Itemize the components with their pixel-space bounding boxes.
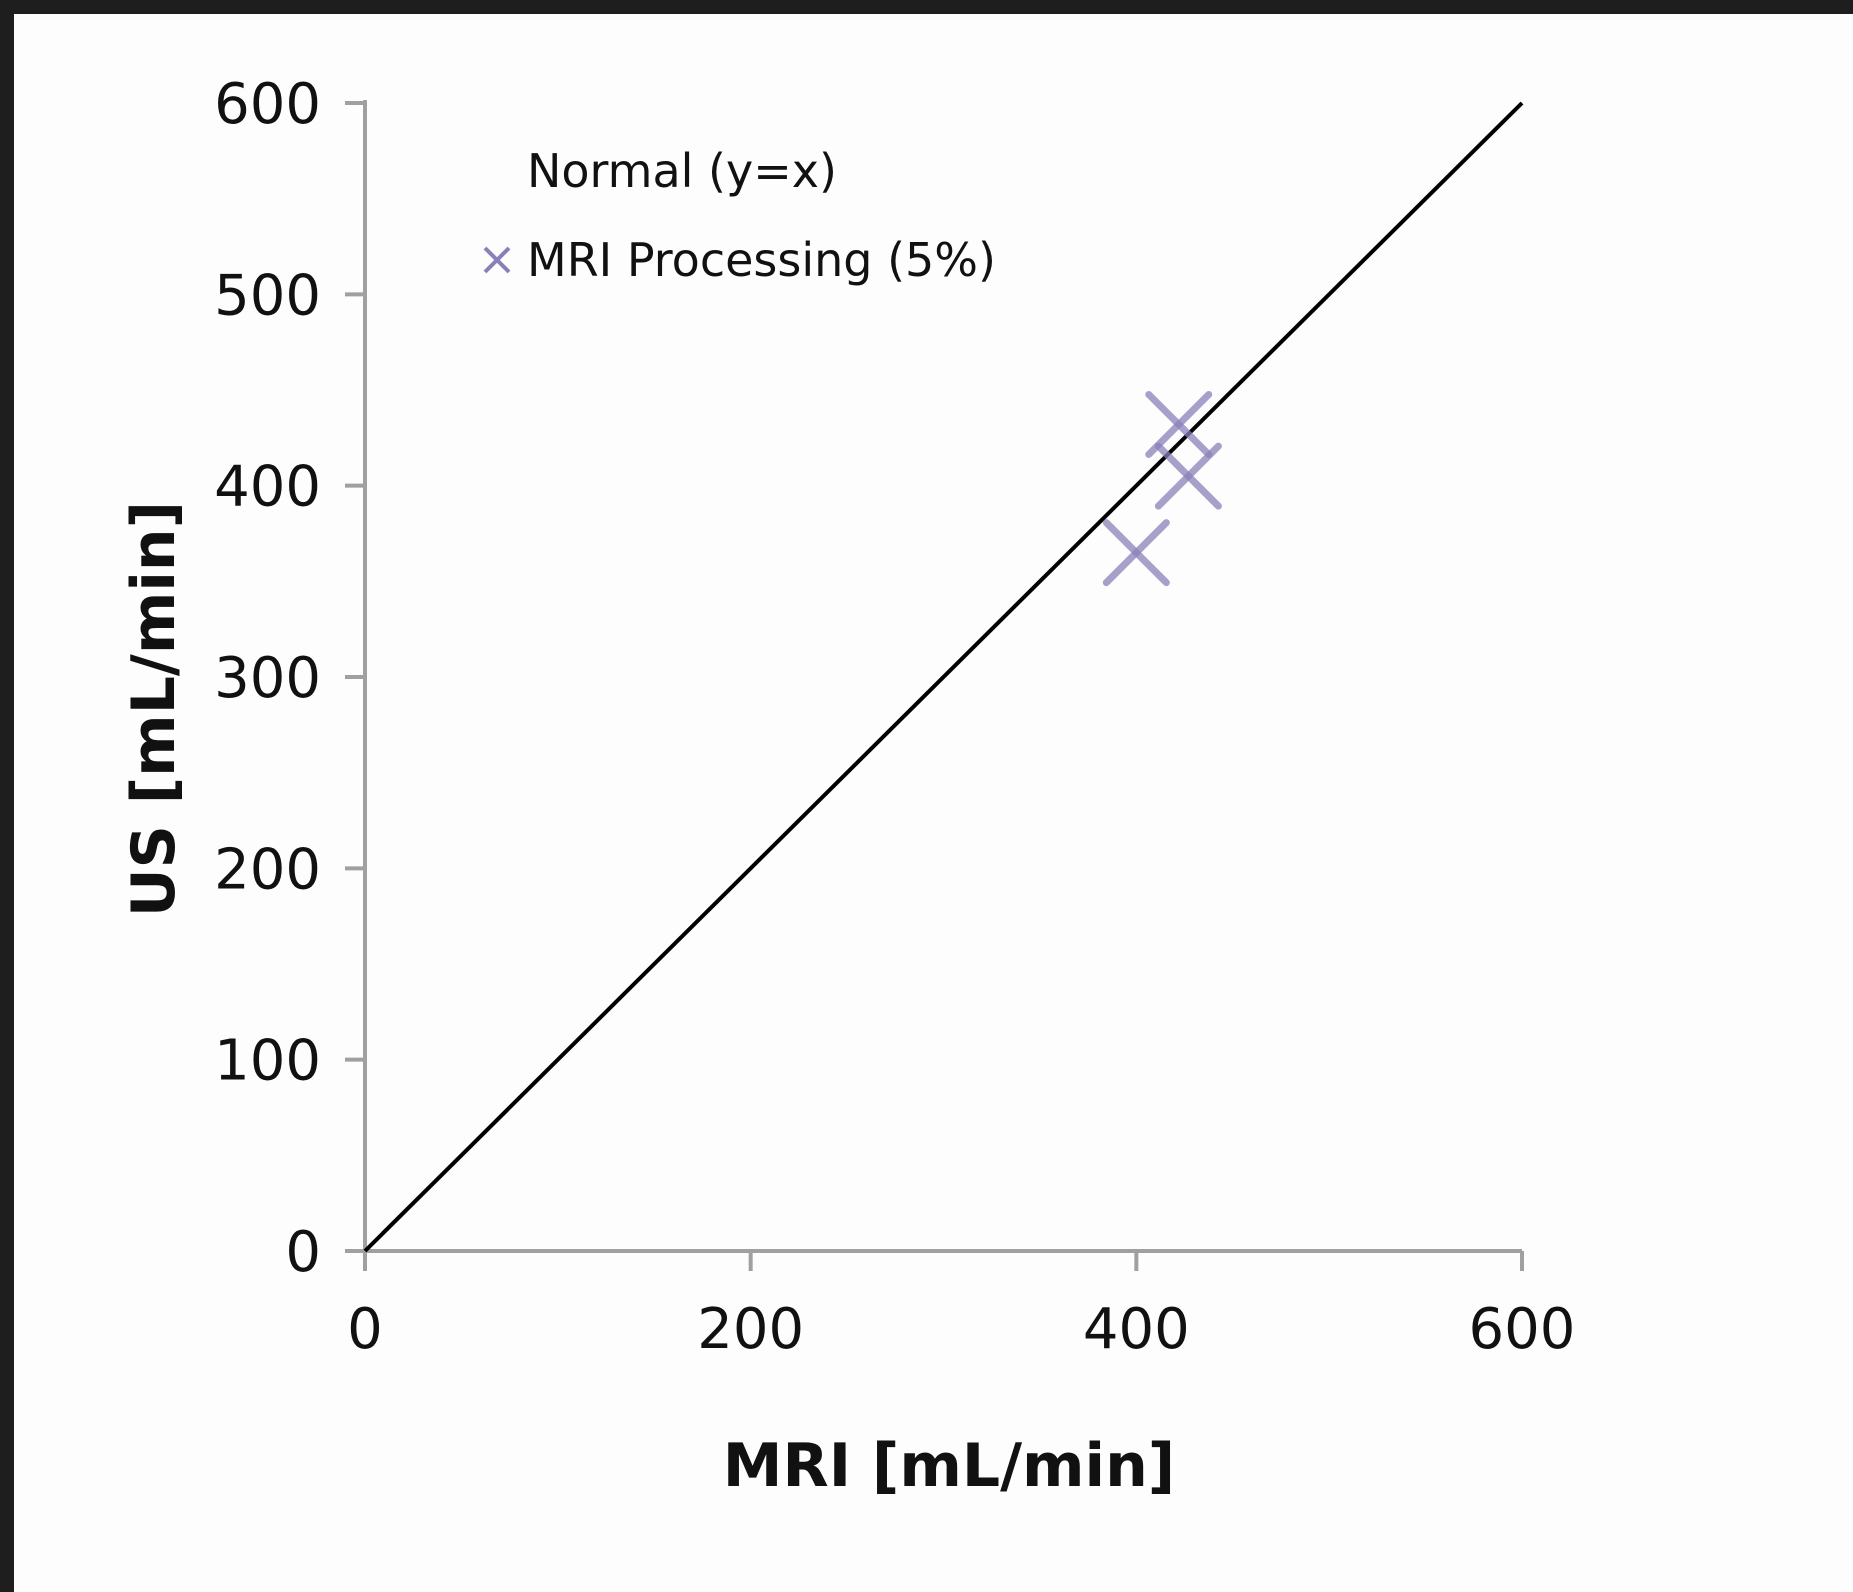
y-tick-label: 500: [214, 263, 321, 328]
data-point: [1154, 442, 1222, 510]
y-tick-label: 100: [214, 1029, 321, 1094]
chart-panel: 0 100 200 300 400 500 600 0 200 400 600 MRI [mL/mi…: [14, 14, 1853, 1592]
legend-label: MRI Processing (5%): [527, 233, 996, 287]
y-tick-label: 400: [214, 455, 321, 520]
chart-legend: Normal (y=x) MRI Processing (5%): [483, 144, 996, 287]
scatter-chart: 0 100 200 300 400 500 600 0 200 400 600 MRI [mL/mi…: [119, 72, 1575, 1501]
legend-label: Normal (y=x): [527, 144, 837, 198]
marker-x-stroke: [1102, 519, 1170, 587]
legend-marker: [483, 246, 511, 274]
x-tick-label: 600: [1469, 1297, 1576, 1362]
legend-x-stroke: [483, 246, 511, 274]
chart-lines: [363, 101, 1524, 1253]
x-tick-label: 400: [1083, 1297, 1190, 1362]
data-point: [1102, 519, 1170, 587]
y-tick-label: 0: [285, 1220, 321, 1285]
identity-line: [363, 101, 1524, 1253]
y-tick-label: 600: [214, 72, 321, 137]
chart-ticks: 0 100 200 300 400 500 600 0 200 400 600: [214, 72, 1575, 1362]
chart-points: [1102, 390, 1222, 587]
x-tick-label: 200: [697, 1297, 804, 1362]
y-tick-label: 300: [214, 646, 321, 711]
x-axis-title: MRI [mL/min]: [723, 1431, 1175, 1501]
x-tick-label: 0: [347, 1297, 383, 1362]
marker-x-stroke: [1154, 442, 1222, 510]
y-axis-title: US [mL/min]: [119, 501, 189, 917]
y-tick-label: 200: [214, 837, 321, 902]
